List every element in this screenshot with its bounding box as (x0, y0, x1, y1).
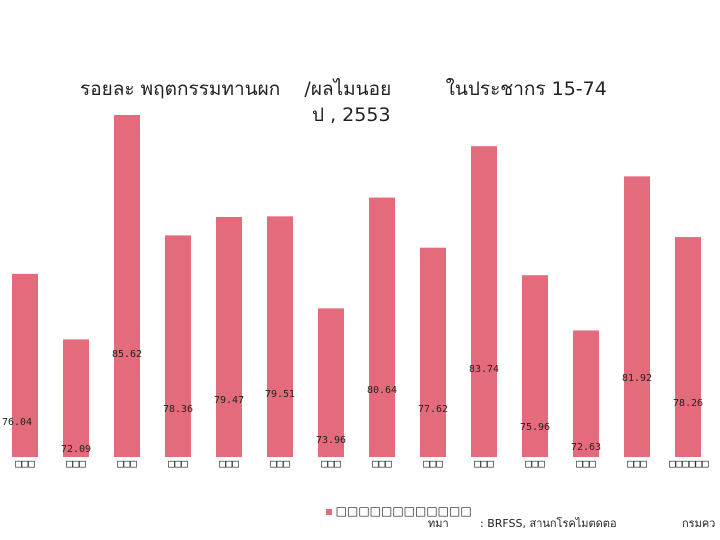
data-label: 73.96 (316, 435, 346, 446)
category-label: □□□ (627, 457, 647, 470)
bar (420, 247, 446, 457)
data-label: 79.51 (265, 389, 295, 400)
legend: □□□□□□□□□□□□ (318, 490, 472, 518)
bar (63, 339, 89, 457)
bar (165, 235, 191, 457)
legend-swatch (325, 508, 332, 515)
bar (267, 216, 293, 457)
category-label: □□□ (321, 457, 341, 470)
category-label: □□□ (270, 457, 290, 470)
data-label: 79.47 (214, 395, 244, 406)
data-label: 78.26 (673, 398, 703, 409)
data-label: 77.62 (418, 404, 448, 415)
bar (471, 146, 497, 457)
category-label: □□□ (423, 457, 443, 470)
data-label: 78.36 (163, 404, 193, 415)
source-org: กรมคว (682, 517, 716, 530)
source-label: ทมา (428, 517, 449, 530)
source-text: : BRFSS, สานกโรคไมตดตอ (480, 517, 617, 530)
category-label: □□□ (168, 457, 188, 470)
data-label: 76.04 (2, 417, 32, 428)
category-label: □□□ (576, 457, 596, 470)
legend-label: □□□□□□□□□□□□ (335, 504, 472, 518)
category-label: □□□ (525, 457, 545, 470)
category-label: □□□□□□ (669, 457, 709, 470)
chart-title: รอยละ พฤตกรรมทานผก /ผลไมนอย ในประชากร 15… (80, 78, 607, 100)
category-label: □□□ (15, 457, 35, 470)
bar (318, 308, 344, 457)
category-label: □□□ (219, 457, 239, 470)
bar (114, 115, 140, 457)
bar (573, 330, 599, 457)
bar (369, 197, 395, 457)
chart-title-line2: ป , 2553 (312, 104, 391, 126)
data-label: 72.09 (61, 444, 91, 455)
bar (675, 237, 701, 457)
category-label: □□□ (474, 457, 494, 470)
category-label: □□□ (117, 457, 137, 470)
category-label: □□□ (372, 457, 392, 470)
bar (12, 273, 38, 457)
data-label: 80.64 (367, 385, 397, 396)
bar (522, 275, 548, 457)
bar (216, 217, 242, 457)
data-label: 72.63 (571, 442, 601, 453)
data-label: 83.74 (469, 364, 499, 375)
bar (624, 176, 650, 457)
data-label: 85.62 (112, 349, 142, 360)
category-label: □□□ (66, 457, 86, 470)
data-label: 81.92 (622, 373, 652, 384)
data-label: 75.96 (520, 422, 550, 433)
